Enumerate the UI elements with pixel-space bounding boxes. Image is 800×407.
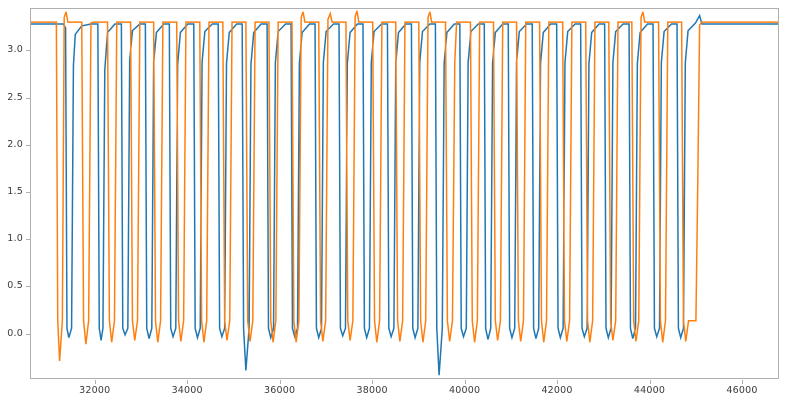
x-tick-label: 32000 — [79, 385, 111, 396]
series-line-2 — [31, 10, 778, 362]
y-tick-label: 3.0 — [7, 44, 23, 56]
y-tickmark — [26, 50, 30, 52]
x-tick-label: 34000 — [171, 385, 203, 396]
plot-axes — [30, 8, 779, 379]
y-tickmark — [26, 192, 30, 194]
y-tick-label: 2.0 — [7, 138, 23, 150]
x-tickmark — [464, 380, 466, 384]
x-tickmark — [557, 380, 559, 384]
x-tickmark — [649, 380, 651, 384]
x-tickmark — [94, 380, 96, 384]
y-tick-label: 0.0 — [7, 327, 23, 339]
x-tick-label: 46000 — [726, 385, 758, 396]
y-tick-label: 2.5 — [7, 91, 23, 103]
series-layer — [31, 10, 778, 376]
x-tickmark — [187, 380, 189, 384]
plot-canvas — [31, 10, 778, 376]
x-tickmark — [372, 380, 374, 384]
y-tickmark — [26, 239, 30, 241]
y-tickmark — [26, 286, 30, 288]
x-tick-label: 38000 — [356, 385, 388, 396]
x-tickmark — [742, 380, 743, 384]
y-tick-label: 0.5 — [7, 280, 23, 292]
x-tickmark — [279, 380, 281, 384]
x-tick-label: 42000 — [541, 385, 573, 396]
y-tick-label: 1.0 — [7, 233, 23, 245]
y-tickmark — [26, 144, 30, 146]
y-tick-label: 1.5 — [7, 186, 23, 198]
y-tickmark — [26, 333, 30, 335]
x-tick-label: 44000 — [633, 385, 666, 396]
x-tick-label: 40000 — [448, 385, 481, 396]
x-tick-label: 36000 — [264, 385, 296, 396]
series-line-1 — [31, 13, 778, 376]
y-tickmark — [26, 97, 30, 99]
